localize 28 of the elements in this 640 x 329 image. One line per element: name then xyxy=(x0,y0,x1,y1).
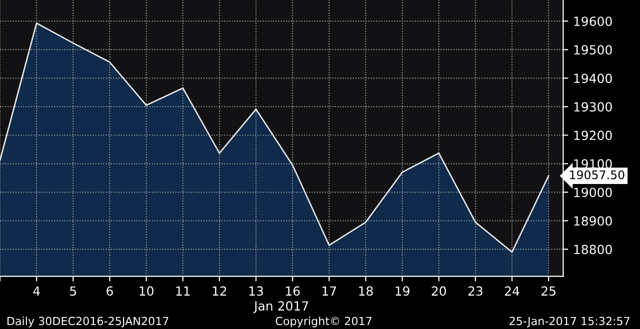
y-tick-label: 19000 xyxy=(574,188,612,198)
x-tick-label: 6 xyxy=(106,286,113,296)
x-tick-label: 11 xyxy=(176,286,190,296)
x-axis-title: Jan 2017 xyxy=(253,301,308,313)
y-tick-label: 19500 xyxy=(574,45,612,55)
x-tick-label: 25 xyxy=(542,286,556,296)
x-tick-label: 4 xyxy=(33,286,40,296)
text: Daily 30DEC2016-25JAN2017 xyxy=(7,316,168,328)
text: Copyright© 2017 xyxy=(276,316,372,328)
x-tick-label: 17 xyxy=(322,286,336,296)
x-tick-label: 16 xyxy=(286,286,300,296)
x-tick-label: 19 xyxy=(396,286,410,296)
x-tick-label: 20 xyxy=(432,286,446,296)
x-tick-label: 18 xyxy=(359,286,373,296)
y-tick-label: 19400 xyxy=(574,74,612,84)
text: 25-Jan-2017 15:32:57 xyxy=(510,316,630,328)
x-tick-label: 12 xyxy=(212,286,226,296)
y-tick-label: 19600 xyxy=(574,16,612,26)
y-tick-label: 19300 xyxy=(574,102,612,112)
y-tick-label: 18900 xyxy=(574,216,612,226)
y-tick-label: 18800 xyxy=(574,244,612,254)
x-tick-label: 10 xyxy=(140,286,154,296)
y-tick-label: 19200 xyxy=(574,130,612,140)
data-label: 19057.50 xyxy=(570,170,624,180)
x-tick-label: 23 xyxy=(468,286,482,296)
x-tick-label: 5 xyxy=(70,286,76,296)
x-tick-label: 24 xyxy=(504,286,520,296)
x-tick-label: 13 xyxy=(249,286,263,296)
